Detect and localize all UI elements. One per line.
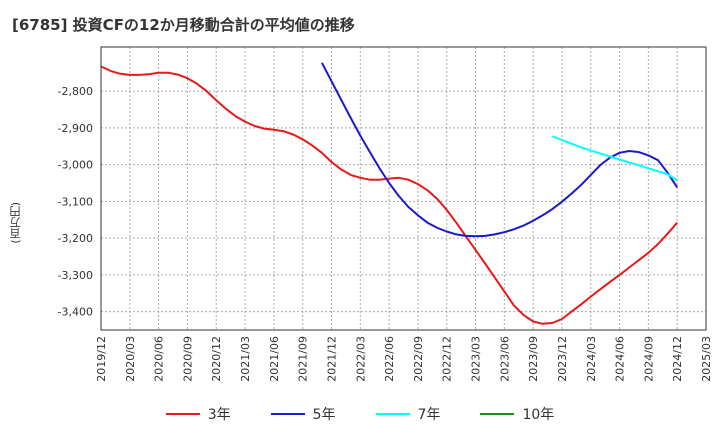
x-tick-label: 2019/12 [95, 336, 108, 382]
legend-swatch [165, 413, 200, 415]
chart-title: [6785] 投資CFの12か月移動合計の平均値の推移 [12, 16, 355, 34]
x-tick-label: 2023/06 [498, 336, 511, 382]
legend-label: 7年 [417, 407, 441, 423]
x-tick-label: 2022/09 [412, 336, 425, 382]
y-tick-label: -3,300 [58, 269, 93, 282]
legend: 3年 5年 7年 10年 [0, 402, 720, 426]
series-lines [100, 62, 679, 325]
x-tick-label: 2020/09 [181, 336, 194, 382]
series-line [321, 62, 679, 238]
legend-label: 5年 [312, 407, 336, 423]
y-tick-label: -2,900 [58, 122, 93, 135]
x-tick-label: 2022/12 [441, 336, 454, 382]
series-line [100, 65, 678, 325]
legend-item: 10年 [480, 404, 554, 424]
x-tick-label: 2024/09 [642, 336, 655, 382]
y-tick-labels: -2,800 -2,900 -3,000 -3,100 -3,200 -3,300 -3,4… [58, 85, 93, 319]
grid [100, 47, 707, 330]
x-tick-label: 2021/09 [297, 336, 310, 382]
legend-swatch [270, 413, 305, 415]
legend-item: 7年 [375, 404, 441, 424]
x-tick-label: 2020/06 [153, 336, 166, 382]
plot-frame [100, 46, 707, 331]
x-tick-label: 2022/03 [354, 336, 367, 382]
series-line [551, 135, 678, 182]
legend-item: 5年 [270, 404, 336, 424]
x-tick-label: 2021/06 [268, 336, 281, 382]
x-tick-label: 2024/06 [614, 336, 627, 382]
x-tick-label: 2024/12 [671, 336, 684, 382]
x-tick-label: 2022/06 [383, 336, 396, 382]
y-tick-label: -3,000 [58, 159, 93, 172]
y-tick-label: -3,100 [58, 195, 93, 208]
x-tick-label: 2021/12 [325, 336, 338, 382]
x-tick-label: 2020/12 [210, 336, 223, 382]
y-tick-label: -3,400 [58, 306, 93, 319]
x-tick-label: 2023/09 [527, 336, 540, 382]
x-tick-labels: 2019/12 2020/03 2020/06 2020/09 2020/12 2021/… [95, 336, 713, 382]
legend-label: 10年 [522, 407, 555, 423]
x-tick-label: 2023/03 [470, 336, 483, 382]
y-tick-label: -2,800 [58, 85, 93, 98]
x-tick-label: 2023/12 [556, 336, 569, 382]
x-tick-label: 2024/03 [585, 336, 598, 382]
legend-label: 3年 [207, 407, 231, 423]
x-tick-label: 2020/03 [124, 336, 137, 382]
legend-swatch [375, 413, 410, 415]
legend-swatch [480, 413, 515, 415]
x-tick-label: 2025/03 [700, 336, 713, 382]
y-tick-label: -3,200 [58, 232, 93, 245]
x-tick-label: 2021/03 [239, 336, 252, 382]
legend-item: 3年 [165, 404, 231, 424]
